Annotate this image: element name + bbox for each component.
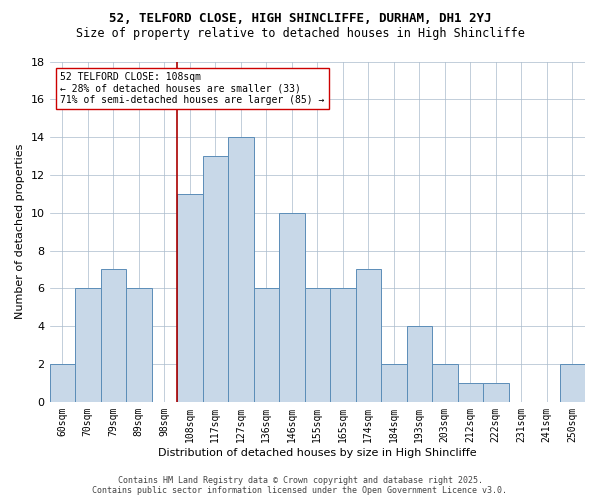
Bar: [407, 326, 432, 402]
Text: 52 TELFORD CLOSE: 108sqm
← 28% of detached houses are smaller (33)
71% of semi-d: 52 TELFORD CLOSE: 108sqm ← 28% of detach…: [60, 72, 325, 105]
Bar: [279, 213, 305, 402]
Bar: [126, 288, 152, 402]
Bar: [560, 364, 585, 402]
X-axis label: Distribution of detached houses by size in High Shincliffe: Distribution of detached houses by size …: [158, 448, 476, 458]
Bar: [305, 288, 330, 402]
Bar: [381, 364, 407, 402]
Text: 52, TELFORD CLOSE, HIGH SHINCLIFFE, DURHAM, DH1 2YJ: 52, TELFORD CLOSE, HIGH SHINCLIFFE, DURH…: [109, 12, 491, 26]
Bar: [75, 288, 101, 402]
Bar: [50, 364, 75, 402]
Text: Size of property relative to detached houses in High Shincliffe: Size of property relative to detached ho…: [76, 28, 524, 40]
Bar: [432, 364, 458, 402]
Bar: [203, 156, 228, 402]
Bar: [101, 270, 126, 402]
Bar: [330, 288, 356, 402]
Bar: [483, 383, 509, 402]
Bar: [356, 270, 381, 402]
Bar: [458, 383, 483, 402]
Bar: [228, 137, 254, 402]
Bar: [177, 194, 203, 402]
Y-axis label: Number of detached properties: Number of detached properties: [15, 144, 25, 320]
Text: Contains HM Land Registry data © Crown copyright and database right 2025.
Contai: Contains HM Land Registry data © Crown c…: [92, 476, 508, 495]
Bar: [254, 288, 279, 402]
